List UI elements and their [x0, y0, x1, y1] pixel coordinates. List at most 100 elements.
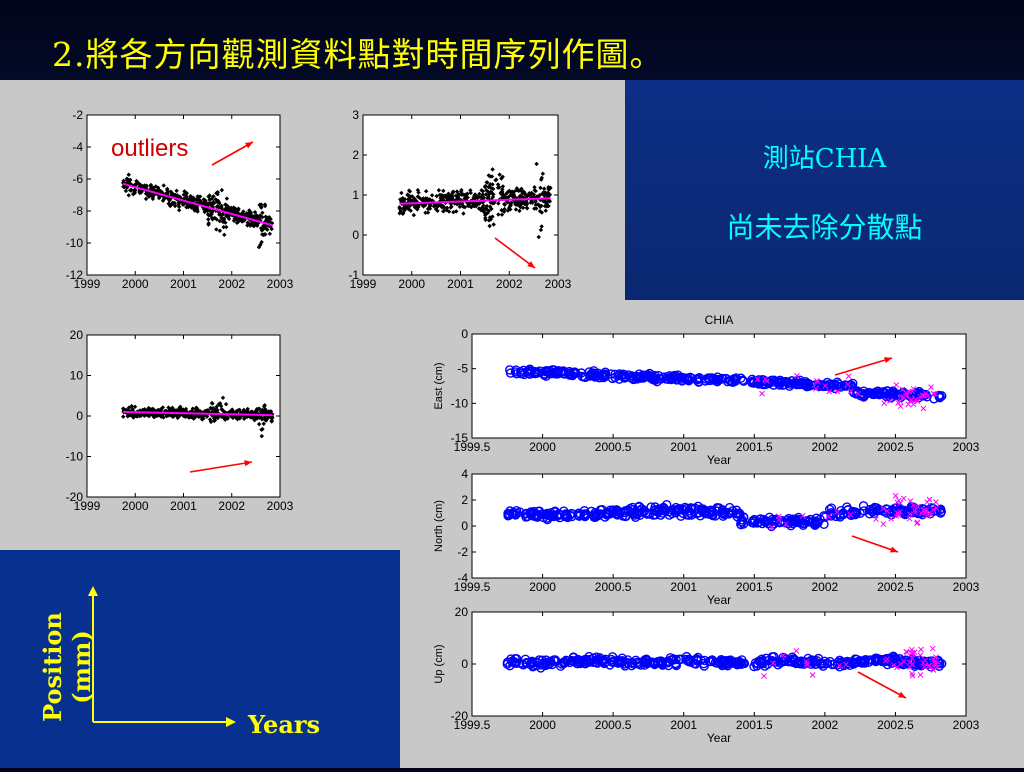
- data-point: [181, 407, 186, 412]
- data-point: [215, 407, 220, 413]
- y-tick-label: -6: [72, 172, 83, 186]
- data-point: [146, 194, 151, 199]
- x-tick-label: 2000: [529, 580, 556, 594]
- data-point: [239, 211, 245, 216]
- data-point: [220, 395, 226, 400]
- data-point: [251, 223, 257, 229]
- data-point: [436, 188, 442, 193]
- data-circle: [734, 656, 744, 666]
- data-point: [458, 189, 464, 194]
- data-point: [512, 189, 517, 194]
- x-tick-label: 1999: [74, 499, 101, 513]
- data-point: [462, 204, 468, 210]
- data-circle: [864, 387, 874, 398]
- data-point: [217, 228, 223, 233]
- data-point: [123, 188, 129, 194]
- data-point: [134, 413, 139, 418]
- data-point: [223, 202, 228, 207]
- data-point: [545, 192, 550, 197]
- data-circle: [579, 506, 590, 516]
- outlier-cross: [825, 513, 832, 520]
- data-point: [260, 232, 265, 237]
- data-point: [209, 215, 215, 221]
- data-circle: [791, 658, 801, 669]
- outlier-cross: [881, 400, 888, 406]
- data-circle: [577, 371, 587, 382]
- data-point: [213, 197, 218, 202]
- data-circle: [724, 502, 735, 513]
- y-tick-label: 3: [352, 108, 359, 122]
- data-point: [257, 213, 263, 218]
- data-point: [198, 413, 203, 419]
- data-point: [460, 201, 465, 206]
- data-circle: [684, 656, 695, 666]
- x-tick-label: 2002.5: [877, 580, 914, 594]
- data-point: [214, 404, 219, 409]
- data-circle: [711, 374, 721, 384]
- outlier-cross: [793, 648, 800, 654]
- outlier-arrow: [851, 535, 899, 553]
- data-point: [144, 184, 149, 190]
- outlier-cross: [910, 502, 917, 509]
- y-tick-label: -15: [451, 431, 469, 445]
- outlier-cross: [897, 500, 904, 506]
- data-circle: [579, 510, 589, 521]
- data-point: [540, 171, 546, 176]
- data-point: [256, 421, 262, 427]
- outlier-cross: [925, 392, 931, 399]
- data-point: [510, 194, 516, 199]
- outlier-cross: [897, 403, 904, 410]
- y-tick-label: 0: [461, 519, 468, 533]
- data-circle: [576, 368, 587, 378]
- outlier-cross: [900, 394, 907, 401]
- data-circle: [673, 370, 683, 380]
- slide-title: 2.將各方向觀測資料點對時間序列作圖。: [52, 35, 664, 74]
- outlier-cross: [927, 509, 933, 516]
- data-circle: [749, 377, 759, 388]
- outlier-cross: [834, 388, 841, 395]
- data-circle: [620, 506, 631, 516]
- x-tick-label: 2001.5: [736, 580, 773, 594]
- data-point: [259, 417, 265, 422]
- data-point: [147, 411, 153, 417]
- data-circle: [819, 519, 829, 530]
- data-point: [519, 194, 525, 199]
- data-point: [483, 206, 489, 211]
- y-tick-label: 0: [352, 228, 359, 242]
- x-tick-label: 1999: [350, 277, 377, 291]
- outlier-cross: [890, 662, 897, 668]
- outlier-cross: [775, 513, 782, 520]
- data-point: [399, 190, 404, 196]
- data-point: [437, 192, 443, 198]
- data-point: [488, 189, 494, 194]
- data-circle: [665, 653, 676, 663]
- x-tick-label: 2001: [170, 277, 197, 291]
- data-point: [224, 224, 229, 230]
- data-point: [417, 195, 422, 200]
- data-point: [252, 209, 258, 215]
- outlier-cross: [826, 388, 833, 395]
- data-circle: [582, 655, 593, 665]
- x-tick-label: 2003: [545, 277, 572, 291]
- data-point: [220, 219, 226, 225]
- x-tick-label: 2002: [812, 440, 839, 454]
- data-point: [484, 188, 489, 193]
- x-tick-label: 2000: [529, 718, 556, 732]
- data-point: [206, 212, 211, 218]
- x-tick-label: 2002: [218, 499, 245, 513]
- x-tick-label: 2001: [670, 440, 697, 454]
- data-point: [194, 405, 199, 410]
- data-point: [502, 201, 507, 207]
- data-point: [180, 202, 186, 207]
- data-circle: [851, 654, 862, 665]
- data-circle: [694, 377, 704, 387]
- data-point: [402, 197, 408, 202]
- data-point: [532, 185, 537, 190]
- outlier-cross: [910, 385, 917, 392]
- data-circle: [567, 370, 578, 381]
- data-point: [451, 189, 456, 194]
- y-tick-label: 0: [461, 657, 468, 671]
- data-point: [407, 189, 413, 194]
- data-point: [416, 190, 421, 195]
- data-point: [210, 204, 216, 210]
